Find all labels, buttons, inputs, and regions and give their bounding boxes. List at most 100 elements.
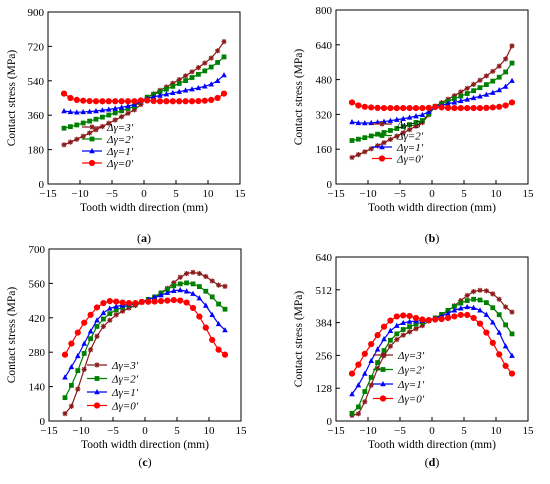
y-tick-label: 800	[316, 5, 333, 17]
data-point	[105, 98, 112, 105]
data-point	[74, 329, 81, 336]
data-point	[394, 126, 400, 131]
data-point	[131, 98, 138, 105]
data-point	[374, 332, 381, 339]
y-tick-label: 384	[316, 318, 333, 330]
data-point	[112, 117, 118, 123]
data-point	[80, 133, 86, 139]
x-tick-label: −10	[72, 425, 90, 437]
plot-frame	[335, 9, 529, 185]
data-point	[93, 116, 99, 122]
data-point	[86, 97, 93, 105]
data-point	[74, 136, 80, 142]
data-point	[348, 370, 356, 377]
legend-marker	[379, 395, 387, 402]
data-point	[69, 382, 74, 388]
x-axis-label: Tooth width direction (mm)	[81, 439, 209, 451]
data-point	[182, 87, 189, 93]
data-point	[67, 139, 73, 145]
data-point	[138, 101, 144, 108]
legend-marker	[380, 367, 386, 372]
data-point	[490, 291, 496, 297]
data-point	[68, 340, 75, 347]
data-point	[125, 106, 131, 111]
legend-label: Δγ=0′	[111, 401, 139, 413]
data-point	[220, 90, 228, 97]
data-point	[355, 102, 362, 109]
data-point	[381, 130, 387, 135]
x-tick-label: 0	[429, 425, 435, 437]
data-point	[106, 112, 112, 118]
data-point	[125, 103, 131, 109]
data-point	[99, 98, 106, 105]
data-point	[61, 351, 69, 358]
data-point	[221, 351, 229, 358]
data-point	[112, 98, 119, 105]
data-point	[112, 110, 118, 116]
data-point	[61, 142, 67, 148]
data-point	[464, 303, 470, 310]
data-point	[107, 311, 113, 317]
data-point	[464, 292, 470, 299]
data-point	[163, 98, 170, 105]
data-point	[438, 104, 445, 111]
data-point	[381, 336, 387, 342]
legend-marker	[89, 124, 95, 130]
data-point	[157, 297, 165, 305]
data-point	[464, 104, 471, 112]
data-point	[387, 117, 394, 123]
data-point	[368, 341, 375, 348]
data-point	[394, 336, 400, 343]
data-point	[496, 351, 503, 358]
data-point	[170, 80, 176, 86]
y-axis-label: Contact stress (MPa)	[6, 287, 18, 384]
legend-marker	[89, 148, 95, 154]
data-point	[183, 299, 190, 306]
data-point	[209, 311, 215, 318]
data-point	[445, 307, 451, 313]
data-point	[483, 311, 490, 317]
data-point	[176, 98, 183, 105]
data-point	[407, 127, 413, 133]
data-point	[203, 288, 209, 294]
data-point	[484, 82, 489, 88]
data-point	[471, 288, 477, 295]
data-point	[438, 315, 445, 323]
series-2	[62, 280, 228, 401]
data-point	[483, 73, 489, 79]
data-point	[68, 124, 73, 130]
data-point	[74, 109, 80, 115]
x-tick-label: 0	[141, 188, 147, 200]
data-point	[138, 298, 145, 305]
data-point	[94, 317, 100, 323]
series-4	[61, 297, 229, 358]
series-3	[62, 287, 228, 380]
chart-panel-3: −15 −10 −5 0 5 10 15 0 140 280 420 560 700 Tooth widt…	[6, 244, 247, 469]
data-point	[490, 78, 496, 84]
data-point	[81, 366, 87, 372]
data-point	[132, 299, 139, 307]
data-point	[452, 96, 457, 102]
data-point	[471, 296, 476, 302]
data-point	[375, 365, 381, 372]
series-line	[351, 45, 513, 159]
y-tick-label: 0	[327, 416, 333, 428]
data-point	[509, 331, 515, 337]
data-point	[81, 319, 88, 326]
data-point	[221, 39, 227, 45]
data-point	[508, 370, 516, 377]
data-point	[483, 329, 490, 336]
data-point	[458, 300, 464, 306]
data-point	[509, 60, 515, 66]
data-point	[451, 104, 458, 112]
data-point	[183, 288, 190, 294]
data-point	[124, 98, 132, 105]
legend-marker	[94, 389, 100, 395]
data-point	[209, 294, 215, 300]
data-point	[182, 98, 189, 105]
y-tick-label: 320	[316, 109, 333, 121]
data-point	[93, 304, 101, 311]
data-point	[190, 281, 196, 287]
data-point	[176, 81, 182, 86]
x-tick-label: 5	[174, 425, 180, 437]
